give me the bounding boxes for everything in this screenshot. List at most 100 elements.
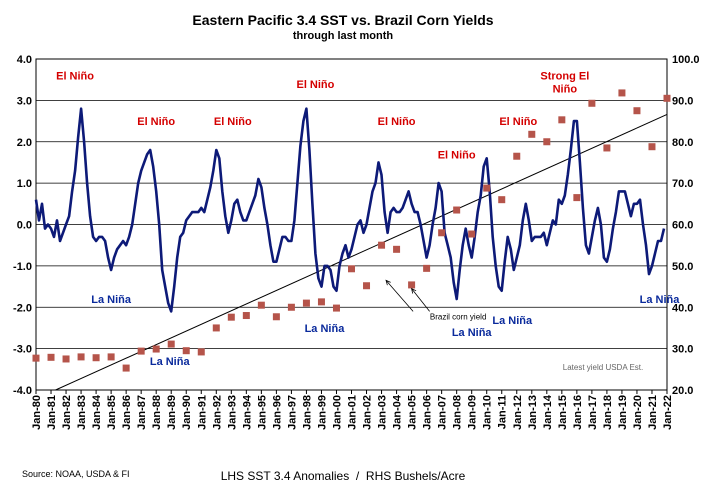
yield-marker xyxy=(363,282,371,290)
x-tick-label: Jan-08 xyxy=(452,395,464,430)
yield-marker xyxy=(92,354,100,362)
right-tick-label: 80.0 xyxy=(672,137,693,149)
yield-marker xyxy=(648,143,656,151)
strong-el-nino-label: Niño xyxy=(553,84,578,96)
yield-marker xyxy=(468,230,476,238)
axis-units-note: LHS SST 3.4 Anomalies / RHS Bushels/Acre xyxy=(221,469,466,483)
yield-marker xyxy=(513,152,521,160)
x-tick-label: Jan-81 xyxy=(46,395,58,430)
yield-marker xyxy=(167,340,175,348)
x-tick-label: Jan-95 xyxy=(256,395,268,430)
yield-marker xyxy=(618,89,626,97)
x-tick-label: Jan-84 xyxy=(91,394,103,430)
x-tick-label: Jan-07 xyxy=(437,395,449,430)
yield-marker xyxy=(287,303,295,311)
x-tick-label: Jan-13 xyxy=(527,395,539,430)
left-tick-label: 0.0 xyxy=(17,220,32,232)
left-axis: -4.0 -3.0 -2.0 -1.0 0.0 1.0 2.0 3.0 4.0 xyxy=(13,54,32,397)
x-tick-label: Jan-89 xyxy=(166,395,178,430)
yield-marker xyxy=(498,196,506,204)
x-tick-label: Jan-02 xyxy=(362,395,374,430)
right-tick-label: 40.0 xyxy=(672,302,693,314)
x-tick-label: Jan-98 xyxy=(301,395,313,430)
x-tick-label: Jan-91 xyxy=(196,395,208,430)
right-tick-label: 60.0 xyxy=(672,220,693,232)
sst-line xyxy=(34,107,666,313)
x-tick-label: Jan-88 xyxy=(151,395,163,430)
annotation-arrow xyxy=(411,288,430,312)
left-tick-label: 1.0 xyxy=(17,178,32,190)
x-tick-label: Jan-21 xyxy=(647,395,659,430)
latest-yield-note: Latest yield USDA Est. xyxy=(563,363,643,372)
x-tick-label: Jan-96 xyxy=(271,395,283,430)
yield-marker xyxy=(573,194,581,202)
left-tick-label: 2.0 xyxy=(17,137,32,149)
x-tick-label: Jan-20 xyxy=(632,395,644,430)
yield-marker xyxy=(317,298,325,306)
x-tick-label: Jan-06 xyxy=(422,395,434,430)
sst-series xyxy=(34,107,666,313)
left-tick-label: 4.0 xyxy=(17,54,32,66)
x-tick-label: Jan-85 xyxy=(106,395,118,430)
chart-title: Eastern Pacific 3.4 SST vs. Brazil Corn … xyxy=(192,12,493,28)
yield-marker xyxy=(62,355,70,363)
left-tick-label: -1.0 xyxy=(13,261,32,273)
x-tick-label: Jan-11 xyxy=(497,395,509,429)
left-tick-label: 3.0 xyxy=(17,95,32,107)
yield-marker xyxy=(257,301,265,309)
x-tick-label: Jan-14 xyxy=(542,394,554,430)
yield-marker xyxy=(152,345,160,353)
x-tick-label: Jan-17 xyxy=(587,395,599,430)
right-tick-label: 30.0 xyxy=(672,344,693,356)
x-tick-label: Jan-00 xyxy=(331,395,343,430)
la-nina-label: La Niña xyxy=(640,294,681,306)
yield-marker xyxy=(393,245,401,253)
x-tick-label: Jan-22 xyxy=(662,395,674,430)
yield-marker xyxy=(423,264,431,272)
el-nino-label: El Niño xyxy=(499,116,537,128)
x-tick-label: Jan-16 xyxy=(572,395,584,430)
right-tick-label: 90.0 xyxy=(672,95,693,107)
yield-marker xyxy=(483,184,491,192)
x-tick-label: Jan-80 xyxy=(31,395,43,430)
yield-marker xyxy=(588,99,596,107)
yield-marker xyxy=(137,347,145,355)
x-tick-label: Jan-15 xyxy=(557,395,569,430)
right-tick-label: 20.0 xyxy=(672,385,693,397)
x-tick-label: Jan-10 xyxy=(482,395,494,430)
yield-marker xyxy=(47,353,55,361)
yield-marker xyxy=(453,206,461,214)
x-tick-label: Jan-04 xyxy=(392,394,404,430)
x-tick-label: Jan-94 xyxy=(241,394,253,430)
el-nino-label: El Niño xyxy=(438,149,476,161)
left-tick-label: -3.0 xyxy=(13,344,32,356)
yield-marker xyxy=(182,347,190,355)
trend-line xyxy=(55,113,668,391)
yield-marker xyxy=(227,313,235,321)
el-nino-label: El Niño xyxy=(378,116,416,128)
yield-series xyxy=(32,89,671,372)
annotation-arrow xyxy=(385,280,414,312)
x-tick-label: Jan-03 xyxy=(377,395,389,430)
yield-marker xyxy=(32,354,40,362)
brazil-yield-label: Brazil corn yield xyxy=(430,313,486,322)
x-tick-label: Jan-92 xyxy=(211,395,223,430)
yield-marker xyxy=(528,130,536,138)
left-tick-label: -2.0 xyxy=(13,302,32,314)
source-note: Source: NOAA, USDA & FI xyxy=(22,469,130,479)
yield-marker xyxy=(212,324,220,332)
yield-marker xyxy=(302,299,310,307)
x-tick-label: Jan-05 xyxy=(407,395,419,430)
yield-marker xyxy=(633,107,641,115)
yield-marker xyxy=(77,353,85,361)
x-tick-label: Jan-18 xyxy=(602,395,614,430)
x-tick-label: Jan-87 xyxy=(136,395,148,430)
yield-marker xyxy=(603,144,611,152)
yield-marker xyxy=(558,116,566,124)
x-tick-label: Jan-09 xyxy=(467,395,479,430)
la-nina-label: La Niña xyxy=(91,294,132,306)
x-tick-label: Jan-01 xyxy=(347,395,359,430)
yield-marker xyxy=(122,364,130,372)
x-tick-label: Jan-90 xyxy=(181,395,193,430)
